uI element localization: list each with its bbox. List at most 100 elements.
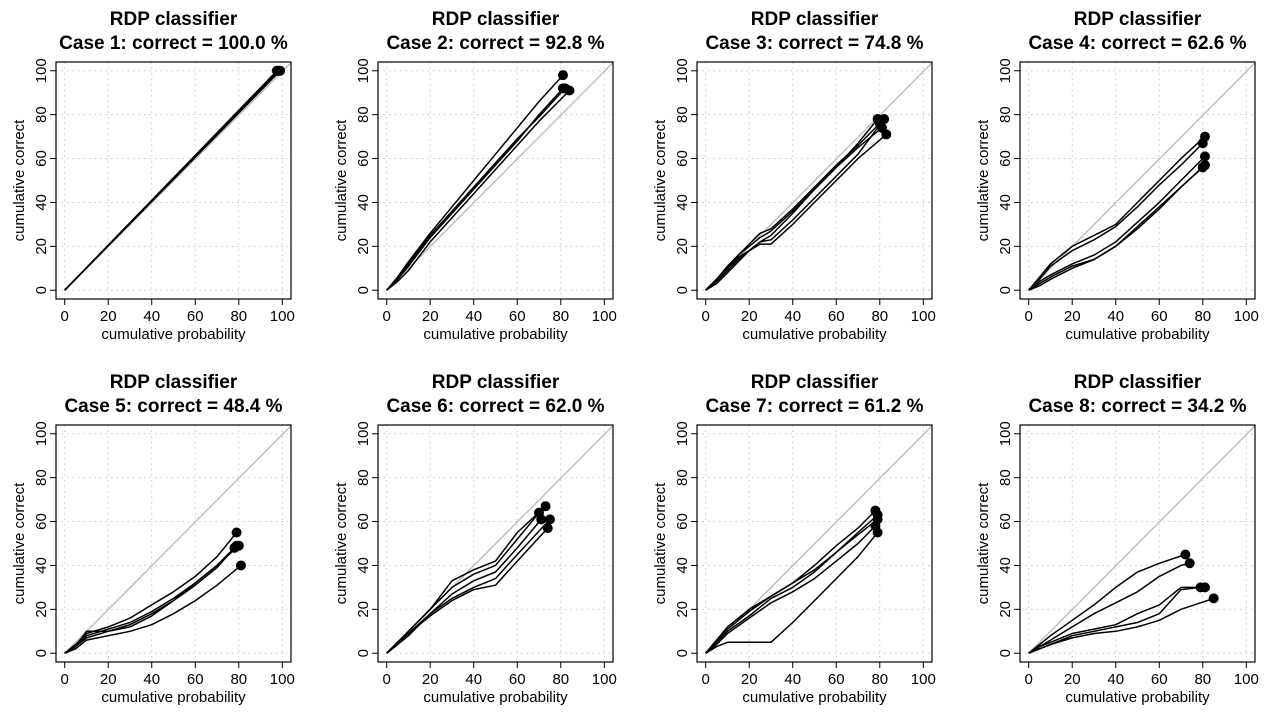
x-tick-label: 40 bbox=[465, 671, 482, 688]
y-tick-label: 80 bbox=[674, 469, 691, 486]
x-axis-label: cumulative probability bbox=[101, 326, 246, 343]
chart-title: RDP classifier bbox=[1074, 372, 1202, 393]
y-tick-label: 20 bbox=[674, 601, 691, 618]
y-tick-label: 100 bbox=[997, 58, 1014, 83]
series-line-3 bbox=[386, 89, 571, 291]
y-axis-label: cumulative correct bbox=[11, 119, 28, 242]
y-tick-label: 100 bbox=[33, 58, 50, 83]
x-tick-label: 20 bbox=[741, 308, 758, 325]
x-tick-label: 100 bbox=[592, 308, 617, 325]
series-line-5 bbox=[705, 122, 881, 291]
series-endpoint-1 bbox=[231, 527, 242, 538]
series-line-5 bbox=[705, 532, 879, 654]
plot-frame bbox=[696, 61, 933, 300]
series-line-3 bbox=[705, 127, 883, 291]
series-endpoint-5 bbox=[874, 118, 885, 129]
plot-frame bbox=[377, 424, 614, 663]
y-tick-label: 40 bbox=[33, 194, 50, 211]
y-axis-label: cumulative correct bbox=[975, 482, 992, 605]
y-axis-label: cumulative correct bbox=[11, 482, 28, 605]
x-tick-label: 60 bbox=[828, 308, 845, 325]
plot-frame bbox=[55, 424, 292, 663]
x-tick-label: 60 bbox=[187, 308, 204, 325]
x-tick-label: 80 bbox=[1194, 308, 1211, 325]
chart-subtitle: Case 5: correct = 48.4 % bbox=[64, 396, 282, 417]
x-tick-label: 60 bbox=[509, 671, 526, 688]
chart-title: RDP classifier bbox=[110, 372, 238, 393]
y-tick-label: 60 bbox=[997, 150, 1014, 167]
series-line-3 bbox=[1028, 586, 1205, 654]
series-line-4 bbox=[705, 525, 876, 654]
y-axis-label: cumulative correct bbox=[652, 119, 669, 242]
series-line-1 bbox=[386, 74, 564, 291]
series-endpoint-2 bbox=[1184, 558, 1195, 569]
y-axis-label: cumulative correct bbox=[652, 482, 669, 605]
series-endpoint-3 bbox=[536, 514, 547, 525]
chart-title: RDP classifier bbox=[110, 9, 238, 30]
panel-4: RDP classifier Case 4: correct = 62.6 % 0 2… bbox=[975, 9, 1259, 343]
x-tick-label: 60 bbox=[509, 308, 526, 325]
series-endpoint-1 bbox=[1180, 549, 1191, 560]
x-axis-label: cumulative probability bbox=[423, 689, 568, 706]
y-tick-label: 100 bbox=[355, 58, 372, 83]
y-tick-label: 0 bbox=[674, 649, 691, 657]
panel-3: RDP classifier Case 3: correct = 74.8 % 0 2… bbox=[652, 9, 936, 343]
y-tick-label: 100 bbox=[355, 421, 372, 446]
chart-title: RDP classifier bbox=[751, 372, 879, 393]
x-tick-label: 20 bbox=[100, 671, 117, 688]
x-tick-label: 100 bbox=[270, 308, 295, 325]
series-line-4 bbox=[64, 70, 278, 291]
series-endpoint-4 bbox=[235, 560, 246, 571]
x-tick-label: 60 bbox=[828, 671, 845, 688]
series-line-3 bbox=[386, 518, 542, 654]
series-endpoint-4 bbox=[544, 514, 555, 525]
chart-subtitle: Case 2: correct = 92.8 % bbox=[386, 33, 604, 54]
series-line-1 bbox=[1028, 553, 1186, 654]
series-endpoint-5 bbox=[1208, 593, 1219, 604]
series-endpoint-5 bbox=[872, 527, 883, 538]
chart-title: RDP classifier bbox=[1074, 9, 1202, 30]
chart-subtitle: Case 6: correct = 62.0 % bbox=[386, 396, 604, 417]
plot-frame bbox=[55, 61, 292, 300]
y-tick-label: 100 bbox=[33, 421, 50, 446]
x-tick-label: 0 bbox=[1025, 308, 1033, 325]
x-tick-label: 20 bbox=[741, 671, 758, 688]
series-endpoint-2 bbox=[1197, 138, 1208, 149]
series-line-4 bbox=[64, 564, 242, 654]
x-axis-label: cumulative probability bbox=[1065, 326, 1210, 343]
y-tick-label: 20 bbox=[355, 601, 372, 618]
y-tick-label: 40 bbox=[997, 557, 1014, 574]
x-tick-label: 100 bbox=[1234, 671, 1259, 688]
y-tick-label: 60 bbox=[355, 150, 372, 167]
chart-subtitle: Case 8: correct = 34.2 % bbox=[1028, 396, 1246, 417]
x-tick-label: 80 bbox=[552, 671, 569, 688]
reference-diagonal bbox=[64, 425, 292, 654]
x-tick-label: 0 bbox=[61, 671, 69, 688]
x-tick-label: 100 bbox=[911, 308, 936, 325]
y-axis-label: cumulative correct bbox=[975, 119, 992, 242]
y-tick-label: 80 bbox=[33, 106, 50, 123]
series-endpoint-4 bbox=[560, 83, 571, 94]
x-tick-label: 40 bbox=[143, 671, 160, 688]
y-tick-label: 20 bbox=[997, 238, 1014, 255]
x-tick-label: 20 bbox=[100, 308, 117, 325]
reference-diagonal bbox=[1028, 62, 1256, 291]
x-tick-label: 20 bbox=[422, 671, 439, 688]
x-tick-label: 60 bbox=[1151, 308, 1168, 325]
y-tick-label: 100 bbox=[997, 421, 1014, 446]
y-tick-label: 100 bbox=[674, 58, 691, 83]
y-tick-label: 60 bbox=[33, 150, 50, 167]
y-tick-label: 60 bbox=[997, 513, 1014, 530]
y-tick-label: 60 bbox=[674, 150, 691, 167]
plot-frame bbox=[696, 424, 933, 663]
y-tick-label: 20 bbox=[33, 601, 50, 618]
x-tick-label: 80 bbox=[552, 308, 569, 325]
y-tick-label: 100 bbox=[674, 421, 691, 446]
y-tick-label: 20 bbox=[33, 238, 50, 255]
series-line-2 bbox=[1028, 142, 1204, 291]
x-tick-label: 40 bbox=[143, 308, 160, 325]
panel-1: RDP classifier Case 1: correct = 100.0 % 0… bbox=[11, 9, 295, 343]
x-tick-label: 80 bbox=[871, 308, 888, 325]
x-axis-label: cumulative probability bbox=[101, 689, 246, 706]
